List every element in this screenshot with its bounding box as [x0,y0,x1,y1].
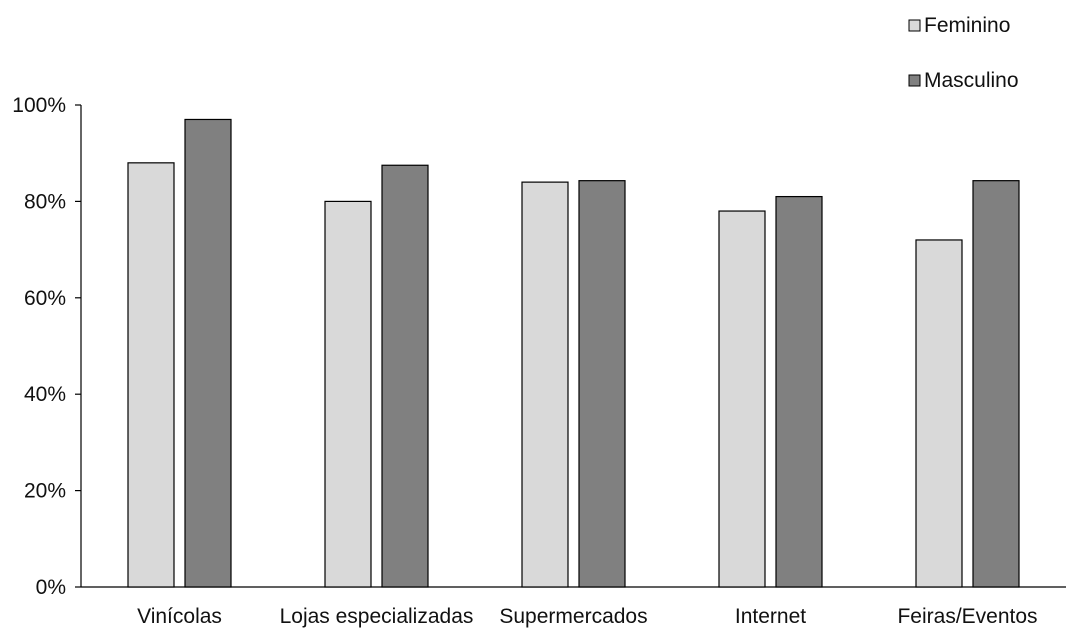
x-tick-label: Vinícolas [137,605,222,628]
bar [381,164,429,588]
bar [324,200,372,588]
bar [184,118,232,588]
bar [915,239,963,588]
bar [578,180,626,588]
x-tick-label: Supermercados [499,605,647,628]
bars [127,118,1020,588]
bar [775,195,823,588]
x-tick-label: Internet [735,605,806,628]
bar [972,180,1020,588]
y-tick-label: 60% [24,287,66,310]
legend-swatch [908,74,921,87]
legend-swatch [908,19,921,32]
x-tick-label: Lojas especializadas [280,605,474,628]
y-tick-label: 20% [24,480,66,503]
y-tick-label: 80% [24,190,66,213]
y-tick-label: 0% [36,576,66,599]
bar [521,181,569,588]
y-axis: 0% 20% 40% 60% 80% 100% [12,94,82,599]
legend-label: Feminino [924,14,1010,37]
legend: Feminino Masculino [908,14,1019,92]
x-tick-label: Feiras/Eventos [897,605,1037,628]
bar [127,162,175,588]
bar [718,210,766,588]
y-tick-label: 100% [12,94,66,117]
y-tick-label: 40% [24,383,66,406]
legend-label: Masculino [924,69,1019,92]
x-axis: Vinícolas Lojas especializadas Supermercad… [81,586,1066,628]
